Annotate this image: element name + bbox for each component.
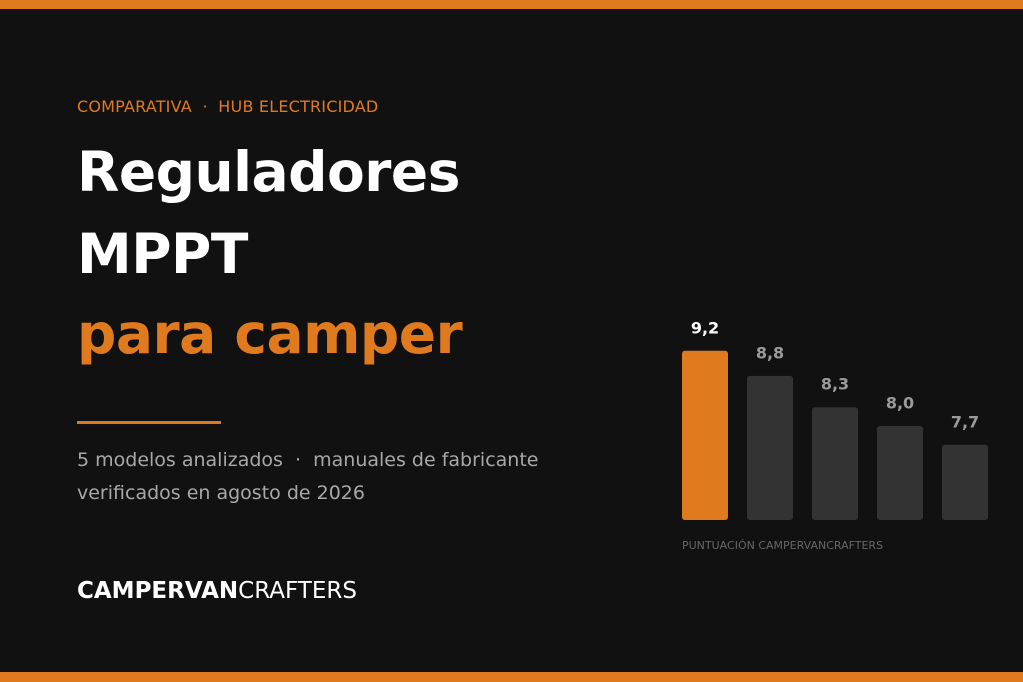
subtitle-line: verificados en agosto de 2026: [77, 482, 365, 504]
title-accent: para camper: [77, 302, 463, 366]
title-line: MPPT: [77, 222, 248, 286]
eyebrow: COMPARATIVA · HUB ELECTRICIDAD: [77, 97, 379, 116]
x-axis-label: PUNTUACIÓN CAMPERVANCRAFTERS: [682, 539, 883, 552]
divider: [77, 421, 221, 424]
bar: [877, 426, 923, 520]
top-stripe: [0, 0, 1023, 9]
bar: [942, 444, 988, 520]
brand-light: CRAFTERS: [238, 578, 357, 604]
value-label: 8,3: [821, 375, 849, 394]
subtitle-line: 5 modelos analizados · manuales de fabri…: [77, 449, 539, 471]
value-label: 8,0: [886, 394, 914, 413]
brand: CAMPERVANCRAFTERS: [77, 578, 357, 604]
bar: [812, 407, 858, 520]
bar: [682, 350, 728, 520]
value-label: 7,7: [951, 412, 979, 431]
title-line: Reguladores: [77, 140, 460, 204]
bar: [747, 375, 793, 520]
value-label: 9,2: [691, 318, 719, 337]
value-label: 8,8: [756, 343, 784, 362]
brand-bold: CAMPERVAN: [77, 578, 239, 604]
bottom-stripe: [0, 672, 1023, 682]
